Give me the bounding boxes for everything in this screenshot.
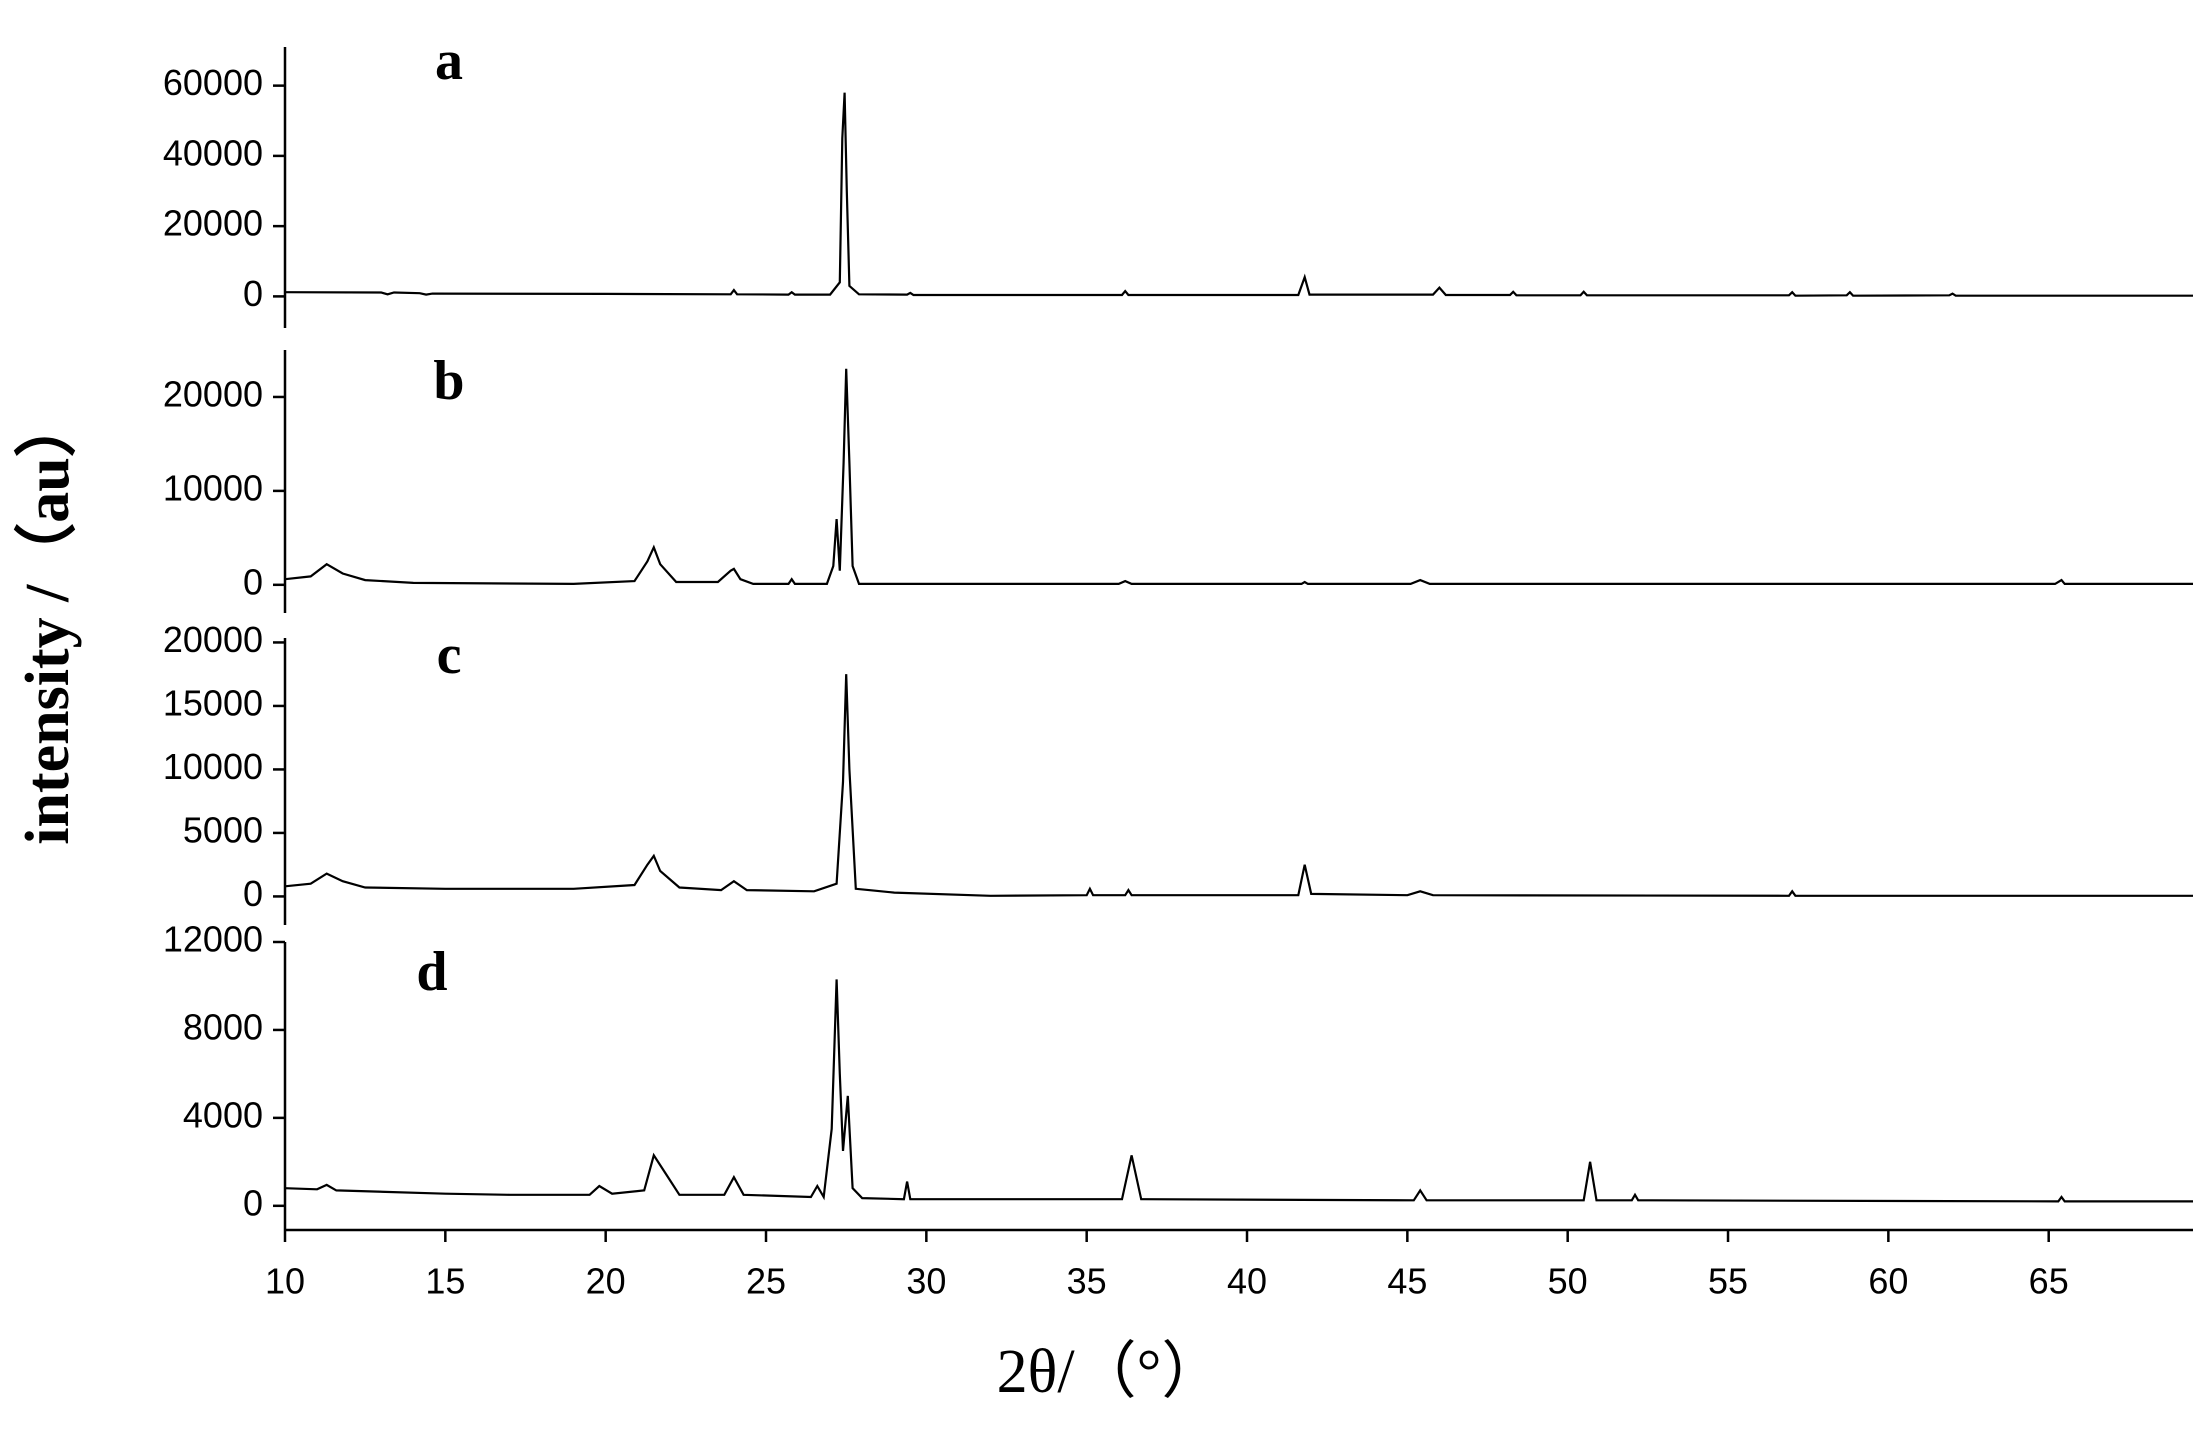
y-tick-label: 15000 xyxy=(163,682,263,723)
y-tick-label: 0 xyxy=(243,561,263,602)
y-tick-label: 12000 xyxy=(163,919,263,960)
x-tick-label: 55 xyxy=(1708,1261,1748,1302)
y-tick-label: 0 xyxy=(243,873,263,914)
x-tick-label: 30 xyxy=(906,1261,946,1302)
data-line xyxy=(284,979,2193,1203)
x-tick-label: 50 xyxy=(1548,1261,1588,1302)
panel-label: d xyxy=(416,941,447,1003)
x-tick-label: 60 xyxy=(1868,1261,1908,1302)
y-axis-title: intensity /（au） xyxy=(12,395,82,845)
x-tick-label: 40 xyxy=(1227,1261,1267,1302)
y-tick-label: 20000 xyxy=(163,203,263,244)
y-tick-label: 5000 xyxy=(183,809,263,850)
y-tick-label: 8000 xyxy=(183,1006,263,1047)
y-tick-label: 60000 xyxy=(163,62,263,103)
y-tick-label: 20000 xyxy=(163,373,263,414)
y-tick-label: 0 xyxy=(243,273,263,314)
x-tick-label: 65 xyxy=(2029,1261,2069,1302)
x-tick-label: 45 xyxy=(1387,1261,1427,1302)
x-tick-label: 10 xyxy=(265,1261,305,1302)
x-tick-label: 20 xyxy=(586,1261,626,1302)
panel-label: a xyxy=(435,30,463,92)
y-tick-label: 20000 xyxy=(163,619,263,660)
data-line xyxy=(284,368,2193,586)
x-tick-label: 35 xyxy=(1067,1261,1107,1302)
data-line xyxy=(284,92,2193,297)
panel-label: c xyxy=(437,624,462,686)
y-tick-label: 0 xyxy=(243,1182,263,1223)
x-tick-label: 25 xyxy=(746,1261,786,1302)
y-tick-label: 40000 xyxy=(163,132,263,173)
y-tick-label: 10000 xyxy=(163,746,263,787)
x-tick-label: 15 xyxy=(425,1261,465,1302)
data-line xyxy=(284,674,2193,897)
panel-label: b xyxy=(433,350,464,412)
y-tick-label: 4000 xyxy=(183,1094,263,1135)
x-axis-title: 2θ/（°） xyxy=(997,1338,1224,1406)
y-tick-label: 10000 xyxy=(163,467,263,508)
